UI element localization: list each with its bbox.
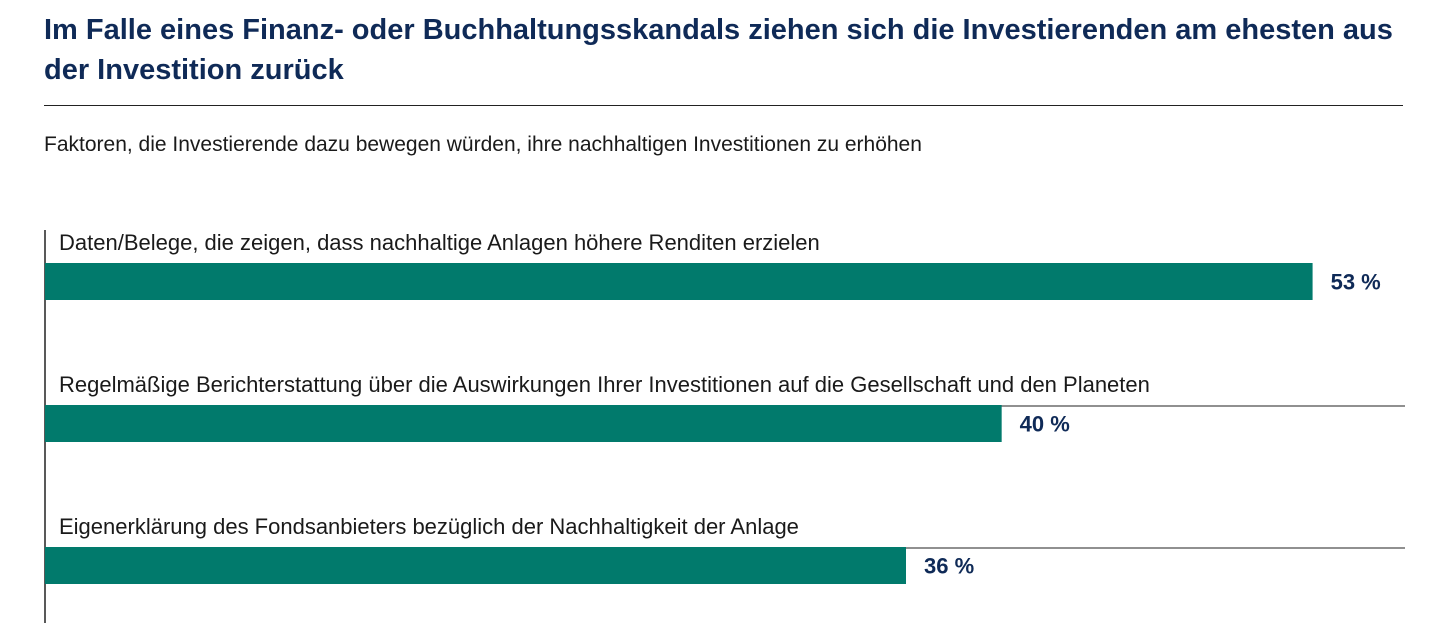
value-label: 40 % (1020, 412, 1070, 437)
bar (45, 263, 1313, 300)
chart-subtitle: Faktoren, die Investierende dazu bewegen… (44, 133, 922, 156)
title-divider (44, 105, 1403, 106)
value-label: 53 % (1331, 270, 1381, 295)
chart-title: Im Falle eines Finanz- oder Buchhaltungs… (44, 14, 1393, 86)
value-label: 36 % (924, 554, 974, 579)
category-label: Regelmäßige Berichterstattung über die A… (59, 372, 1150, 397)
bar (45, 547, 906, 584)
category-label: Eigenerklärung des Fondsanbieters bezügl… (59, 514, 799, 539)
category-label: Daten/Belege, die zeigen, dass nachhalti… (59, 230, 820, 255)
bar (45, 405, 1002, 442)
